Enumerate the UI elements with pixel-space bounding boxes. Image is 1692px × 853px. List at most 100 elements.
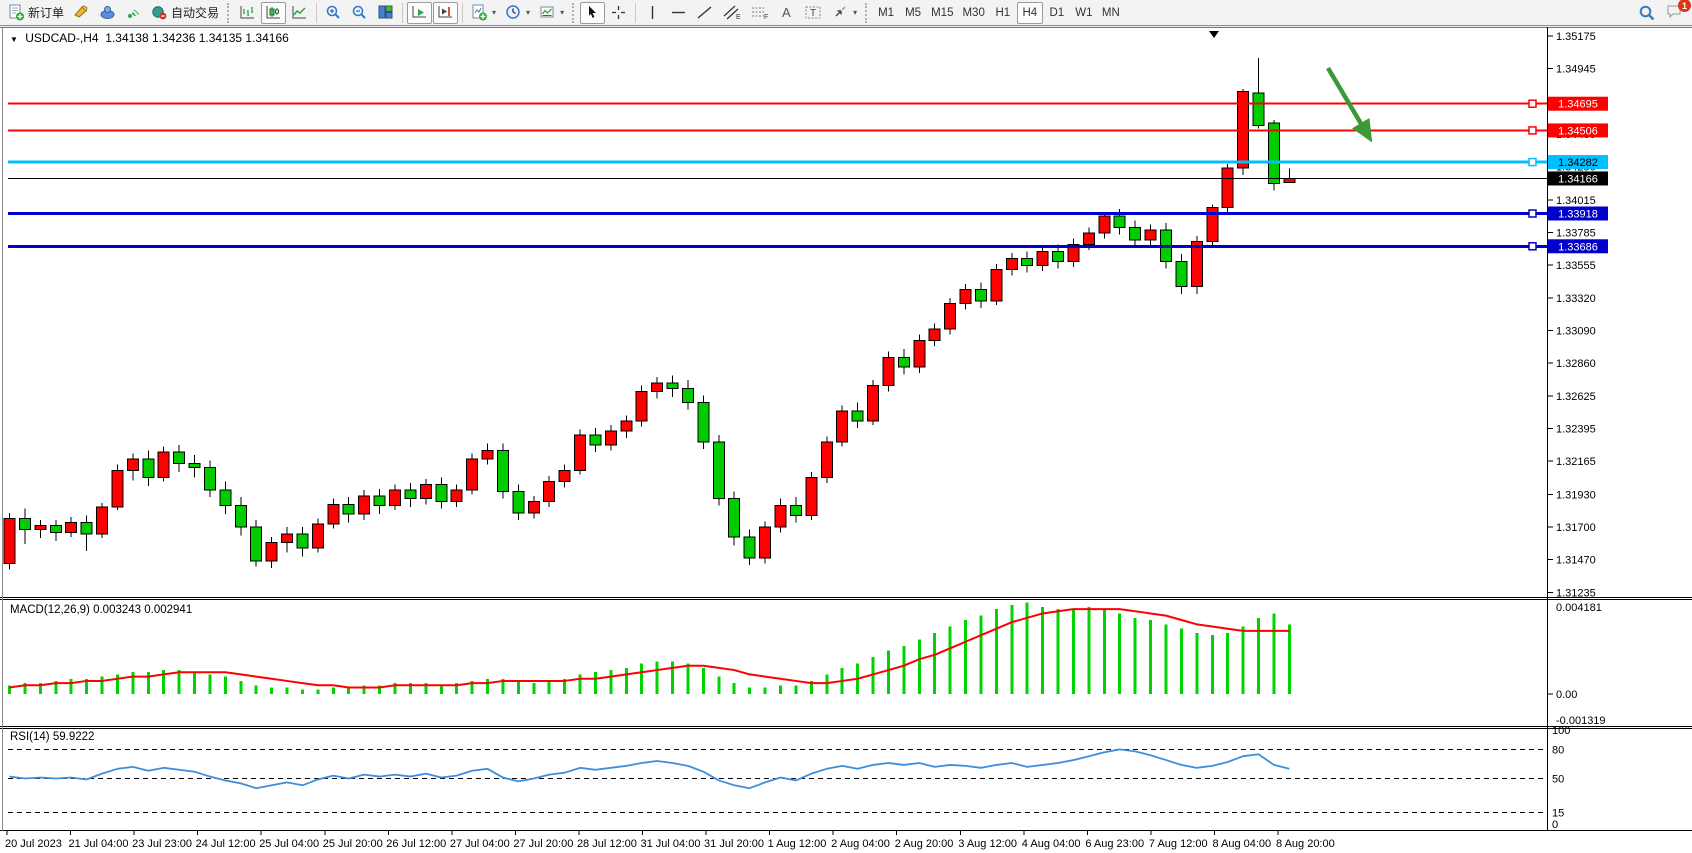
add-indicator-icon — [472, 4, 488, 21]
time-axis-label: 8 Aug 20:00 — [1276, 838, 1335, 850]
time-axis-label: 27 Jul 20:00 — [513, 838, 573, 850]
chevron-down-icon: ▾ — [853, 8, 858, 17]
zoom-out-icon — [352, 5, 366, 19]
new-order-icon — [9, 4, 24, 21]
chart-window[interactable]: 1.351751.349451.347151.344801.342501.340… — [0, 27, 1692, 853]
bar-chart-icon — [240, 6, 255, 19]
hline-handle[interactable] — [1528, 242, 1537, 251]
toolbar-drag-handle[interactable] — [572, 2, 576, 23]
svg-text:1.33555: 1.33555 — [1556, 260, 1596, 272]
current-price-label — [1548, 171, 1608, 186]
bar-chart-button[interactable] — [235, 2, 260, 24]
horizontal-line-button[interactable] — [666, 2, 691, 24]
trendline-icon — [697, 6, 712, 19]
clock-icon — [506, 5, 520, 19]
svg-text:1.34695: 1.34695 — [1558, 99, 1598, 111]
zoom-in-button[interactable] — [321, 2, 346, 24]
macd-signal-line — [9, 608, 1290, 689]
toolbar-drag-handle[interactable] — [865, 2, 869, 23]
chart-shift-button[interactable] — [433, 1, 459, 24]
time-axis-label: 28 Jul 12:00 — [577, 838, 637, 850]
rsi-line — [9, 748, 1290, 790]
hline-handle[interactable] — [1528, 209, 1537, 218]
svg-text:E: E — [736, 14, 741, 21]
cursor-button[interactable] — [580, 1, 606, 24]
toolbar-drag-handle[interactable] — [227, 2, 231, 23]
auto-scroll-icon — [412, 6, 427, 18]
autotrade-icon — [152, 6, 167, 20]
chart-canvas[interactable]: 1.351751.349451.347151.344801.342501.340… — [0, 27, 1692, 853]
svg-text:1.34506: 1.34506 — [1558, 125, 1598, 137]
trendline-button[interactable] — [692, 2, 717, 24]
text-label-icon: T — [805, 6, 821, 19]
timeframe-h4-button[interactable]: H4 — [1016, 1, 1043, 24]
templates-button[interactable]: ▾ — [535, 2, 568, 24]
time-axis-label: 31 Jul 20:00 — [704, 838, 764, 850]
svg-text:1.33918: 1.33918 — [1558, 209, 1598, 221]
line-chart-icon — [292, 6, 307, 19]
symbol-dropdown-icon[interactable]: ▼ — [10, 35, 18, 44]
timeframe-mn-button[interactable]: MN — [1098, 2, 1124, 24]
crosshair-icon — [612, 6, 626, 19]
periods-button[interactable]: ▾ — [501, 2, 534, 24]
autotrade-label: 自动交易 — [171, 6, 220, 20]
hline-price-label — [1548, 96, 1608, 111]
time-axis-label: 20 Jul 2023 — [5, 838, 62, 850]
tile-windows-button[interactable] — [373, 2, 398, 24]
timeframe-w1-button[interactable]: W1 — [1071, 2, 1097, 24]
tile-windows-icon — [378, 5, 393, 19]
timeframe-m5-button[interactable]: M5 — [900, 2, 926, 24]
equidistant-channel-button[interactable]: E — [718, 2, 745, 24]
candlestick-icon — [266, 6, 281, 19]
text-button[interactable]: A — [774, 2, 799, 24]
zoom-out-button[interactable] — [347, 2, 372, 24]
svg-text:-0.001319: -0.001319 — [1556, 715, 1606, 727]
time-axis-label: 2 Aug 20:00 — [895, 838, 954, 850]
symbol-period-label: USDCAD-,H4 — [25, 31, 99, 45]
hline-handle[interactable] — [1528, 99, 1537, 108]
time-axis-label: 3 Aug 12:00 — [958, 838, 1017, 850]
chart-shift-icon — [438, 6, 453, 18]
notification-badge: 1 — [1678, 0, 1691, 12]
search-button[interactable] — [1634, 2, 1660, 24]
signals-button[interactable] — [121, 2, 146, 24]
macd-values: 0.003243 0.002941 — [93, 604, 193, 616]
chart-title: ▼ USDCAD-,H4 1.34138 1.34236 1.34135 1.3… — [10, 31, 289, 45]
hline-handle[interactable] — [1528, 157, 1537, 167]
vertical-line-button[interactable] — [640, 2, 665, 24]
svg-text:100: 100 — [1552, 725, 1570, 737]
hline-price-label — [1548, 123, 1608, 138]
community-button[interactable] — [95, 2, 120, 24]
arrows-button[interactable]: ▾ — [828, 2, 861, 24]
candlestick-chart-button[interactable] — [261, 1, 287, 24]
indicators-button[interactable]: ▾ — [467, 2, 500, 24]
timeframe-m30-button[interactable]: M30 — [958, 2, 988, 24]
arrow-objects-icon — [835, 6, 846, 17]
svg-text:1.33686: 1.33686 — [1558, 241, 1598, 253]
hline-price-label — [1548, 206, 1608, 221]
auto-scroll-button[interactable] — [407, 1, 433, 24]
zoom-in-icon — [326, 5, 340, 19]
time-axis-label: 21 Jul 04:00 — [69, 838, 129, 850]
template-chart-icon — [540, 6, 554, 18]
timeframe-m15-button[interactable]: M15 — [927, 2, 957, 24]
svg-text:1.34166: 1.34166 — [1558, 173, 1598, 185]
market-button[interactable] — [69, 2, 94, 24]
timeframe-h1-button[interactable]: H1 — [990, 2, 1016, 24]
svg-text:1.32395: 1.32395 — [1556, 424, 1596, 436]
line-chart-button[interactable] — [287, 2, 312, 24]
timeframe-d1-button[interactable]: D1 — [1044, 2, 1070, 24]
svg-text:1.32165: 1.32165 — [1556, 456, 1596, 468]
timeframe-m1-button[interactable]: M1 — [873, 2, 899, 24]
new-order-button[interactable]: 新订单 — [4, 2, 68, 24]
crosshair-button[interactable] — [606, 2, 631, 24]
macd-pane — [8, 602, 1291, 694]
autotrade-button[interactable]: 自动交易 — [147, 2, 223, 24]
hline-handle[interactable] — [1528, 126, 1537, 135]
fibonacci-button[interactable]: F — [746, 2, 773, 24]
time-axis-label: 1 Aug 12:00 — [768, 838, 827, 850]
ohlc-values: 1.34138 1.34236 1.34135 1.34166 — [105, 31, 289, 45]
down-arrow-annotation[interactable] — [1326, 66, 1373, 143]
text-label-button[interactable]: T — [800, 2, 827, 24]
